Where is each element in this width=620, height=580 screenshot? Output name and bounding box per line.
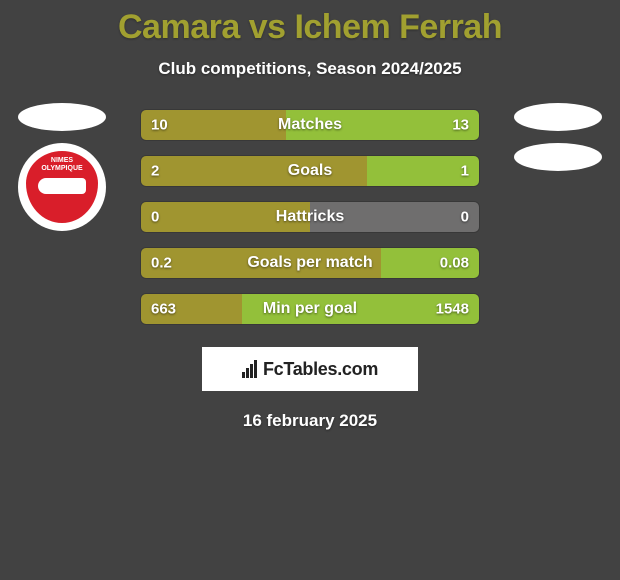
stat-value-left: 663 [151, 301, 176, 318]
stat-label: Hattricks [276, 208, 344, 226]
club-badge-left: NIMESOLYMPIQUE [18, 143, 106, 231]
player-avatar-right [514, 103, 602, 131]
stat-value-right: 13 [452, 117, 469, 134]
club-badge-right [514, 143, 602, 171]
crocodile-icon [38, 178, 86, 194]
stat-label: Min per goal [263, 300, 357, 318]
stat-row: Hattricks 0 0 [140, 201, 480, 233]
stat-label: Matches [278, 116, 342, 134]
club-badge-shield: NIMESOLYMPIQUE [26, 151, 98, 223]
stat-row: Goals per match 0.2 0.08 [140, 247, 480, 279]
comparison-content: NIMESOLYMPIQUE Matches 10 13 Goals 2 1 Hattric… [0, 109, 620, 325]
stat-row: Matches 10 13 [140, 109, 480, 141]
stat-row: Goals 2 1 [140, 155, 480, 187]
bar-chart-icon [242, 360, 257, 378]
stat-label: Goals per match [247, 254, 372, 272]
stat-value-left: 0 [151, 209, 159, 226]
club-badge-text: NIMESOLYMPIQUE [41, 157, 82, 172]
branding-box: FcTables.com [202, 347, 418, 391]
stat-value-right: 0 [461, 209, 469, 226]
stat-value-left: 10 [151, 117, 168, 134]
right-avatars [514, 103, 602, 171]
player-avatar-left [18, 103, 106, 131]
stat-row: Min per goal 663 1548 [140, 293, 480, 325]
stat-value-right: 1 [461, 163, 469, 180]
left-avatars: NIMESOLYMPIQUE [18, 103, 106, 231]
stat-label: Goals [288, 162, 332, 180]
stat-bar-left [141, 156, 367, 186]
page-title: Camara vs Ichem Ferrah [0, 0, 620, 47]
comparison-bars: Matches 10 13 Goals 2 1 Hattricks 0 0 Goals per m… [140, 109, 480, 325]
stat-value-right: 0.08 [440, 255, 469, 272]
subtitle: Club competitions, Season 2024/2025 [0, 59, 620, 79]
stat-value-right: 1548 [436, 301, 469, 318]
stat-value-left: 2 [151, 163, 159, 180]
branding-text: FcTables.com [263, 359, 378, 380]
stat-value-left: 0.2 [151, 255, 172, 272]
date-text: 16 february 2025 [0, 411, 620, 431]
